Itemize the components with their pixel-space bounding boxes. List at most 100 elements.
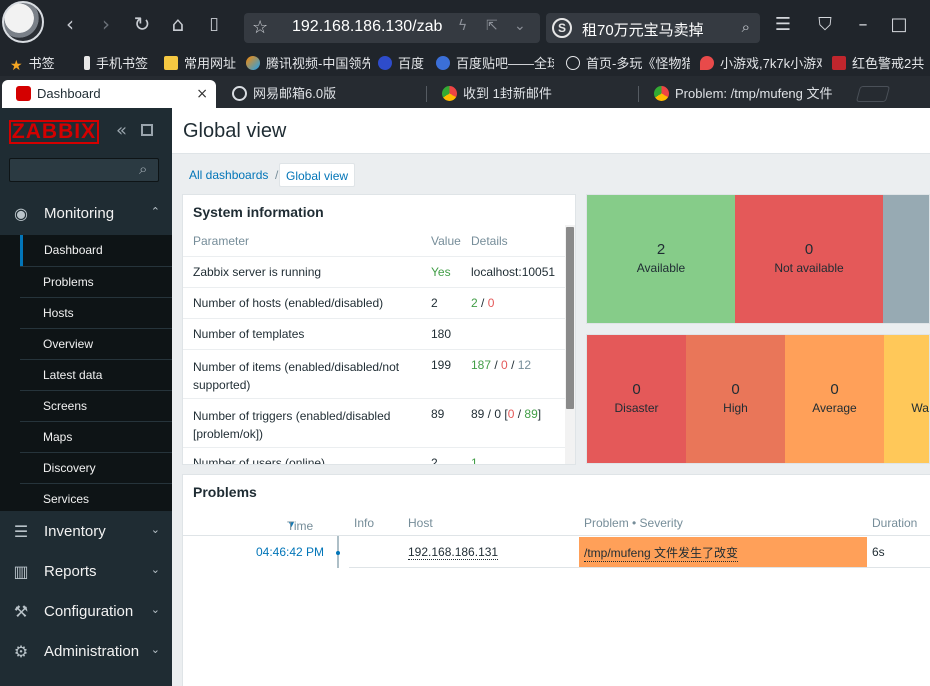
sidebar-item-latest-data[interactable]: Latest data	[20, 359, 172, 390]
tab-bar: Dashboard × 网易邮箱6.0版 收到 1封新邮件 Problem: /…	[0, 76, 930, 108]
breadcrumb-global-view[interactable]: Global view	[279, 163, 356, 187]
problem-time[interactable]: 04:46:42 PM	[256, 545, 325, 559]
tab-problem[interactable]: Problem: /tmp/mufeng 文件	[640, 80, 848, 108]
bookmark-item[interactable]: ★ 书签	[10, 56, 55, 72]
severity-high[interactable]: 0 High	[686, 335, 785, 463]
timeline-dot	[336, 551, 340, 555]
table-row: Number of hosts (enabled/disabled) 2 2 /…	[183, 288, 565, 319]
availability-unknown[interactable]	[883, 195, 929, 323]
list-icon: ☰	[13, 522, 29, 541]
column-header-parameter: Parameter	[193, 234, 250, 248]
minimize-icon[interactable]: –	[858, 14, 868, 35]
table-row: Number of templates 180	[183, 319, 565, 350]
tab-netease[interactable]: 网易邮箱6.0版	[218, 80, 418, 108]
eye-icon: ◉	[14, 204, 28, 223]
back-icon[interactable]: ‹	[66, 12, 74, 36]
baidu-icon	[378, 56, 392, 70]
tab-mail[interactable]: 收到 1封新邮件	[428, 80, 634, 108]
share-icon[interactable]: ⇱	[486, 18, 498, 34]
sidebar-item-overview[interactable]: Overview	[20, 328, 172, 359]
tab-dashboard[interactable]: Dashboard ×	[2, 80, 216, 108]
system-info-table: Parameter Value Details Zabbix server is…	[183, 225, 565, 464]
severity-disaster[interactable]: 0 Disaster	[587, 335, 686, 463]
column-header-info: Info	[354, 516, 375, 530]
reload-icon[interactable]: ↻	[133, 12, 151, 36]
search-icon[interactable]: ⌕	[139, 160, 148, 178]
user-avatar[interactable]	[2, 1, 44, 43]
sidebar: ZABBIX « ⌕ ◉ Monitoring ⌃ Dashboard Prob…	[0, 108, 172, 686]
search-text[interactable]: 租70万元宝马卖掉	[582, 22, 704, 39]
forward-icon[interactable]: ›	[102, 12, 110, 36]
bookmark-item[interactable]: 红色警戒2共	[832, 53, 930, 72]
new-tab-button[interactable]	[855, 86, 891, 102]
problem-name[interactable]: /tmp/mufeng 文件发生了改变	[584, 546, 739, 562]
severity-warning[interactable]: 0 Warning	[884, 335, 929, 463]
bookmark-item[interactable]: 常用网址	[164, 53, 236, 72]
dropdown-icon[interactable]: ⌄	[514, 18, 526, 34]
globe-icon	[566, 56, 580, 70]
bookmark-item[interactable]: 手机书签	[84, 53, 148, 72]
column-header-time[interactable]: Time ▼	[287, 519, 314, 533]
bookmark-star-icon[interactable]: ☆	[252, 17, 269, 38]
sidebar-item-dashboard[interactable]: Dashboard	[20, 235, 172, 266]
sidebar-item-problems[interactable]: Problems	[20, 266, 172, 297]
tencent-video-icon	[246, 56, 260, 70]
reader-icon[interactable]: ▯	[209, 14, 219, 34]
menu-administration[interactable]: ⚙ Administration ⌄	[0, 632, 172, 672]
availability-not-available[interactable]: 0 Not available	[735, 195, 883, 323]
sidebar-item-services[interactable]: Services	[20, 483, 172, 514]
menu-configuration[interactable]: ⚒ Configuration ⌄	[0, 592, 172, 632]
bookmark-item[interactable]: 百度	[378, 53, 424, 72]
chrome-icon	[654, 86, 669, 101]
bookmark-item[interactable]: 腾讯视频-中国领先	[246, 53, 370, 72]
bookmark-item[interactable]: 小游戏,7k7k小游戏	[700, 53, 822, 72]
bookmark-item[interactable]: 百度贴吧——全球	[436, 53, 554, 72]
flash-icon[interactable]: ϟ	[458, 18, 468, 34]
sidebar-item-hosts[interactable]: Hosts	[20, 297, 172, 328]
main-content: Global view All dashboards / Global view…	[172, 108, 930, 686]
bookmarks-bar: ★ 书签 手机书签 常用网址 腾讯视频-中国领先 百度 百度贴吧——全球 首页-多…	[0, 48, 930, 76]
tab-separator	[426, 86, 427, 102]
search-icon[interactable]: ⌕	[741, 18, 750, 36]
sidebar-item-discovery[interactable]: Discovery	[20, 452, 172, 483]
home-icon[interactable]: ⌂	[171, 12, 185, 36]
menu-inventory[interactable]: ☰ Inventory ⌄	[0, 512, 172, 552]
menu-icon[interactable]: ☰	[774, 14, 792, 35]
search-box[interactable]: S 租70万元宝马卖掉 ⌕	[546, 13, 760, 43]
chevron-down-icon: ⌄	[150, 523, 160, 536]
bar-chart-icon: ▥	[13, 562, 29, 581]
availability-available[interactable]: 2 Available	[587, 195, 735, 323]
sidebar-item-screens[interactable]: Screens	[20, 390, 172, 421]
host-availability-widget: 2 Available 0 Not available	[586, 194, 930, 324]
game-icon	[832, 56, 846, 70]
table-row: Zabbix server is running Yes localhost:1…	[183, 257, 565, 288]
zabbix-z-icon	[16, 86, 31, 101]
widget-title: System information	[193, 204, 324, 220]
bookmark-item[interactable]: 首页-多玩《怪物猎	[566, 53, 690, 72]
severity-average[interactable]: 0 Average	[785, 335, 884, 463]
column-header-details: Details	[471, 234, 508, 248]
chrome-icon	[442, 86, 457, 101]
folder-icon	[164, 56, 178, 70]
menu-monitoring[interactable]: ◉ Monitoring ⌃	[0, 194, 172, 234]
url-text[interactable]: 192.168.186.130/zabbix	[292, 18, 442, 35]
address-bar[interactable]: ☆ 192.168.186.130/zabbix ϟ ⇱ ⌄	[244, 13, 540, 43]
widget-title: Problems	[193, 484, 257, 500]
sidebar-item-maps[interactable]: Maps	[20, 421, 172, 452]
collapse-sidebar-icon[interactable]: «	[116, 120, 128, 141]
sidebar-search-input[interactable]	[9, 158, 159, 182]
scrollbar-thumb[interactable]	[566, 227, 574, 409]
tieba-icon	[436, 56, 450, 70]
menu-reports[interactable]: ▥ Reports ⌄	[0, 552, 172, 592]
maximize-icon[interactable]: □	[890, 14, 908, 35]
skin-icon[interactable]: ⛉	[818, 14, 832, 35]
breadcrumb-all-dashboards[interactable]: All dashboards	[189, 168, 269, 182]
chevron-down-icon: ⌄	[150, 603, 160, 616]
search-engine-icon[interactable]: S	[552, 18, 572, 38]
zabbix-logo[interactable]: ZABBIX	[9, 120, 99, 144]
close-icon[interactable]: ×	[196, 86, 208, 102]
kiosk-mode-icon[interactable]	[141, 124, 153, 136]
row-divider	[349, 567, 930, 568]
tab-separator	[638, 86, 639, 102]
problem-host[interactable]: 192.168.186.131	[408, 545, 499, 560]
